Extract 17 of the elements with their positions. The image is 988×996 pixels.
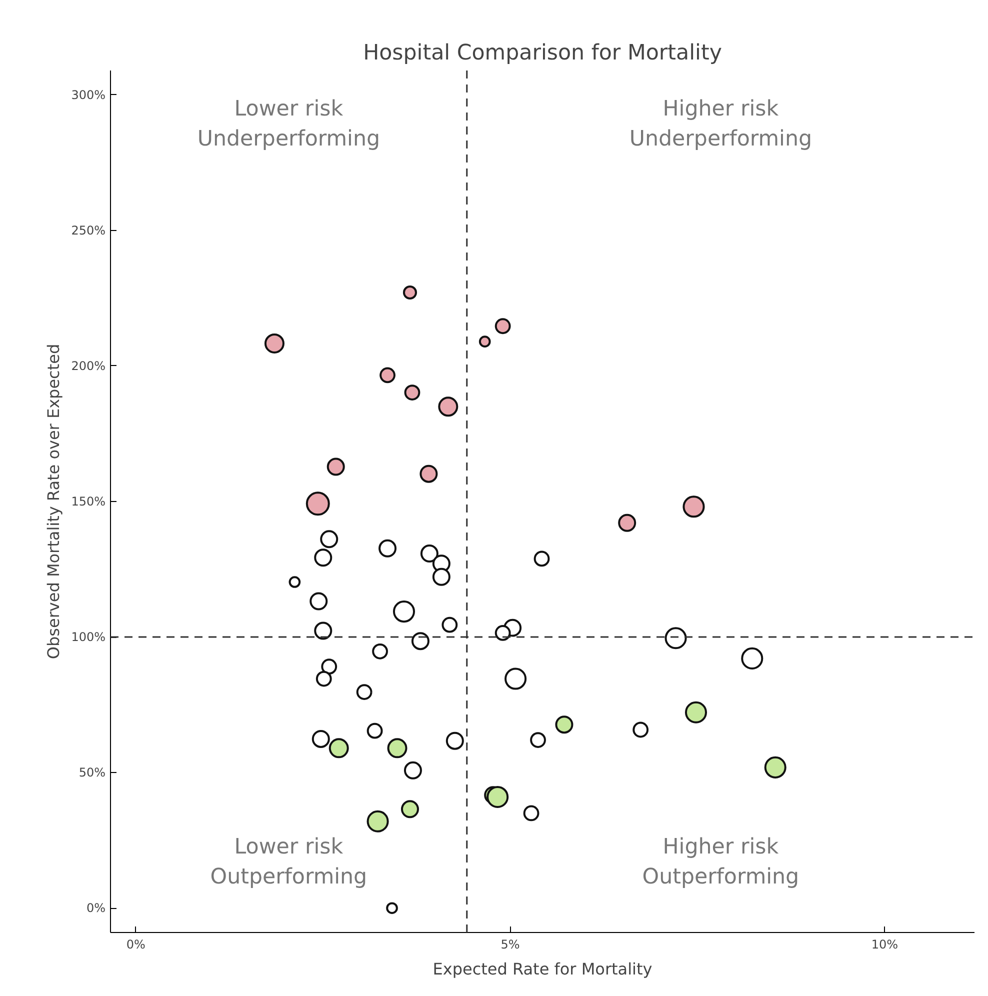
y-tick-label: 50% [78, 766, 106, 780]
annotation: Higher risk Underperforming [629, 96, 812, 152]
y-axis-title: Observed Mortality Rate over Expected [44, 344, 64, 660]
annotation: Higher risk Outperforming [642, 834, 800, 890]
x-tick-label: 5% [500, 938, 520, 952]
x-tick-label: 10% [871, 938, 898, 952]
y-tick-label: 200% [71, 358, 106, 373]
annotation: Lower risk Outperforming [210, 834, 368, 890]
x-axis-title: Expected Rate for Mortality [432, 960, 652, 978]
y-tick-label: 250% [71, 223, 106, 238]
annotation: Lower risk Underperforming [197, 96, 380, 152]
y-tick-label: 300% [71, 88, 106, 102]
y-tick-label: 150% [71, 494, 106, 508]
y-tick-label: 100% [71, 630, 106, 644]
x-tick-label: 0% [126, 938, 146, 952]
y-tick-label: 0% [86, 901, 106, 916]
chart-title: Hospital Comparison for Mortality [363, 40, 722, 66]
